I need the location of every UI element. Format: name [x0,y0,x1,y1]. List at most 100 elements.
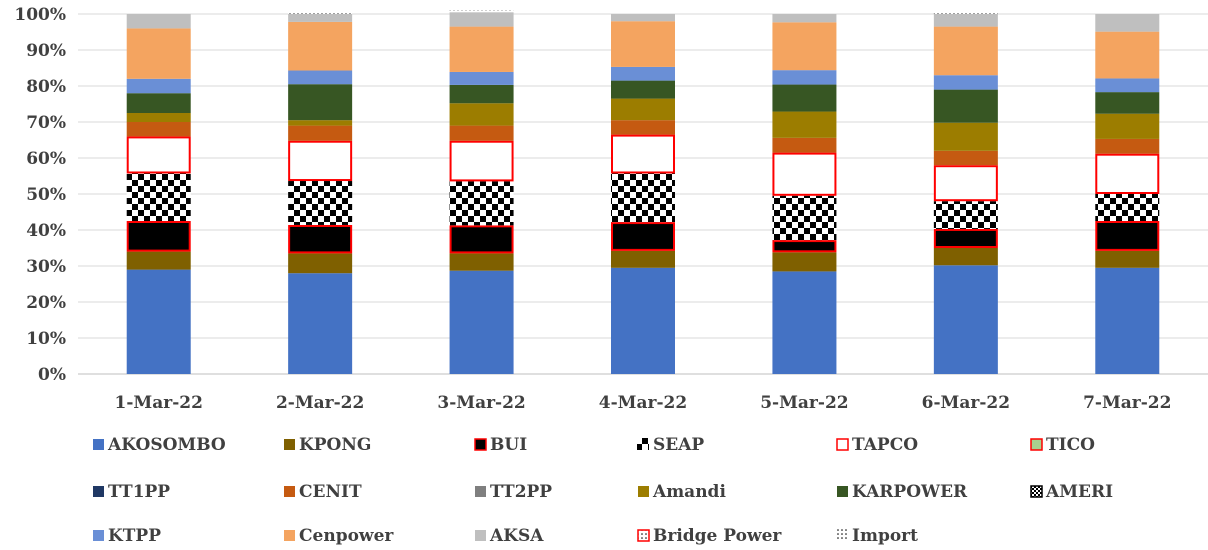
bar-segment-cenit [611,120,675,135]
bar-segment-tapco [1095,153,1160,194]
bar-segment-cenpower [449,26,514,72]
legend-item-ameri: AMERI [1030,482,1113,502]
legend-item-cenpower: Cenpower [284,526,394,546]
bar-segment-aksa [126,14,191,29]
y-axis-ticks: 0% 10% 20% 30% 40% 50% 60% 70% 80% 90% 100% [14,5,66,385]
bar-segment-bui [933,228,998,248]
legend-label: TAPCO [852,435,918,455]
bar-segment-cenpower [933,26,998,76]
legend-label: TT2PP [490,482,552,502]
bar-segment-aksa [1095,14,1160,32]
bars [126,10,1160,374]
legend-label: AKSA [489,526,544,546]
bar-segment-bui [1095,221,1160,251]
bar-segment-aksa [933,14,998,27]
bar-segment-ktpp [772,70,837,85]
legend-swatch [1030,438,1043,451]
x-tick-label: 1-Mar-22 [115,393,203,413]
y-tick-label: 0% [38,365,66,385]
legend-swatch [837,486,848,497]
bar-segment-cenit [288,125,353,141]
bar-segment-seap [449,181,514,226]
bar-segment-aksa [772,14,837,23]
y-tick-label: 70% [26,113,66,133]
bar-segment-karpower [288,84,353,121]
bar-segment-ktpp [449,71,514,85]
legend-swatch [93,439,104,450]
x-tick-label: 5-Mar-22 [760,393,848,413]
bar-segment-seap [933,201,998,229]
bar-segment-karpower [1095,92,1160,114]
bar-segment-akosombo [933,265,998,374]
bar-segment-akosombo [126,269,191,374]
bar-segment-bui [288,224,353,254]
legend-item-ktpp: KTPP [93,526,161,546]
bar-segment-tapco [449,140,514,182]
bar-segment-cenpower [772,22,837,71]
legend-swatch [637,438,649,450]
bar-segment-akosombo [288,273,353,374]
bar-segment-seap [126,173,191,221]
bar-segment-karpower [449,84,514,104]
bar-segment-kpong [933,248,998,266]
x-tick-label: 4-Mar-22 [599,393,687,413]
legend-item-aksa: AKSA [475,526,544,546]
legend-item-import: Import [836,526,918,546]
bar-segment-amandi [772,111,837,138]
bar-segment-akosombo [611,267,675,374]
x-tick-label: 6-Mar-22 [922,393,1010,413]
bar-segment-kpong [126,251,191,270]
bar-segment-tapco [288,140,353,182]
legend-swatch [637,529,650,542]
y-tick-label: 30% [26,257,66,277]
bar-segment-bui [126,221,191,252]
bar-segment-import [288,13,353,14]
bar-segment-seap [1095,194,1160,221]
bar-segment-aksa [288,14,353,22]
bar-segment-bui [772,240,837,253]
bar-segment-akosombo [772,271,837,374]
legend-swatch [475,530,486,541]
bar-segment-cenit [449,125,514,141]
legend-label: SEAP [653,435,704,455]
legend-swatch [474,438,487,451]
bar-segment-akosombo [449,270,514,374]
bar-segment-bui [611,222,675,251]
x-tick-label: 3-Mar-22 [437,393,525,413]
bar-segment-import [933,13,998,14]
legend-swatch [836,438,849,451]
legend-item-tt2pp: TT2PP [475,482,552,502]
y-tick-label: 10% [26,329,66,349]
y-tick-label: 20% [26,293,66,313]
bar-segment-cenit [772,137,837,153]
legend-label: AMERI [1045,482,1113,502]
bar-segment-akosombo [1095,267,1160,374]
x-tick-label: 7-Mar-22 [1083,393,1171,413]
legend-label: KPONG [299,435,371,455]
legend-item-akosombo: AKOSOMBO [93,435,226,455]
bar-segment-kpong [288,253,353,274]
legend-item-kpong: KPONG [284,435,371,455]
bar-segment-amandi [288,120,353,126]
bar-segment-bui [449,225,514,254]
legend-swatch [284,530,295,541]
legend-label: KARPOWER [852,482,968,502]
legend-label: KTPP [108,526,161,546]
bar-segment-amandi [449,103,514,126]
bar-segment-cenpower [611,21,675,67]
legend-label: Amandi [652,482,726,502]
legend-label: AKOSOMBO [107,435,226,455]
legend-item-tt1pp: TT1PP [93,482,170,502]
bar-segment-cenit [126,122,191,137]
legend-swatch [93,530,104,541]
legend-item-amandi: Amandi [638,482,726,502]
bar-segment-ktpp [288,70,353,85]
bar-segment-kpong [449,253,514,271]
bar-segment-amandi [126,113,191,122]
x-tick-label: 2-Mar-22 [276,393,364,413]
legend-label: Bridge Power [653,526,782,546]
legend-item-bridge-power: Bridge Power [637,526,782,546]
y-tick-label: 80% [26,77,66,97]
legend-item-seap: SEAP [637,435,704,455]
bar-segment-aksa [611,14,675,22]
